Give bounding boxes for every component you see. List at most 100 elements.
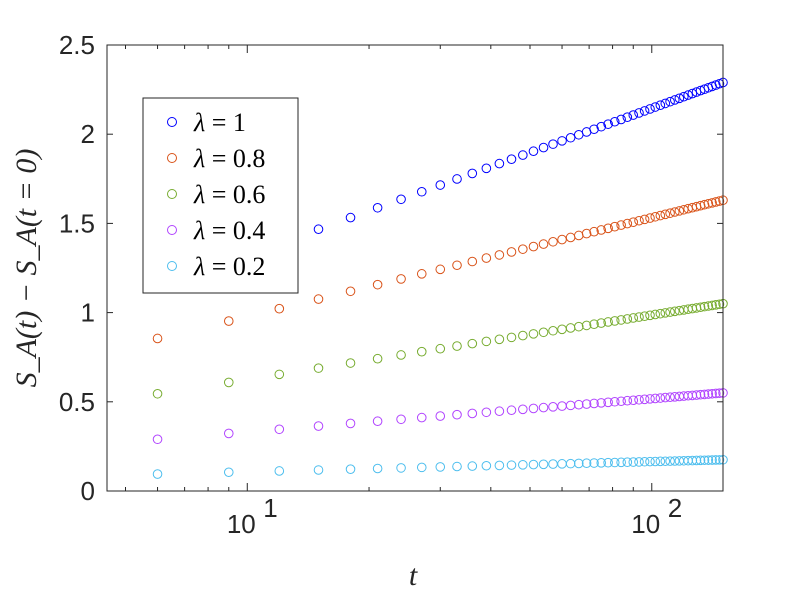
data-point xyxy=(665,307,675,317)
data-point xyxy=(650,309,661,320)
data-point xyxy=(655,100,666,110)
data-point xyxy=(707,300,717,311)
data-point xyxy=(609,457,620,468)
data-point xyxy=(452,461,462,472)
x-tick-label: 10 xyxy=(631,509,660,539)
data-point xyxy=(528,329,539,339)
data-point xyxy=(274,424,285,435)
data-point xyxy=(589,398,599,409)
data-point xyxy=(152,388,163,399)
data-point xyxy=(674,93,685,104)
data-point xyxy=(152,434,163,445)
data-point xyxy=(634,215,644,226)
y-axis: 0 0.5 1 1.5 2 2.5 xyxy=(59,30,723,506)
data-point xyxy=(557,136,567,146)
data-point xyxy=(372,416,383,427)
data-point xyxy=(538,142,549,153)
data-point xyxy=(714,455,725,465)
data-point xyxy=(639,214,650,225)
data-point xyxy=(274,369,285,380)
legend-box xyxy=(142,97,299,294)
legend-marker xyxy=(167,261,177,271)
data-point xyxy=(481,163,492,174)
data-point xyxy=(596,318,607,328)
data-point xyxy=(683,90,693,100)
legend-marker xyxy=(167,189,177,199)
data-point xyxy=(345,418,356,429)
data-point xyxy=(274,303,285,314)
y-tick-label: 1 xyxy=(81,298,95,328)
data-point xyxy=(345,212,356,223)
series-3 xyxy=(152,388,728,445)
data-point xyxy=(699,455,710,466)
data-point xyxy=(396,414,406,425)
data-point xyxy=(372,463,383,474)
data-point xyxy=(660,209,671,220)
data-point xyxy=(603,119,613,129)
data-point xyxy=(703,455,714,465)
data-point xyxy=(622,395,633,406)
data-point xyxy=(528,146,539,157)
data-point xyxy=(691,455,702,466)
data-point xyxy=(628,217,639,227)
data-point xyxy=(609,396,620,407)
data-point xyxy=(650,211,661,222)
data-point xyxy=(518,244,528,254)
data-point xyxy=(596,121,607,132)
data-point xyxy=(435,264,446,275)
data-point xyxy=(313,465,324,475)
data-point xyxy=(313,294,324,304)
data-point xyxy=(699,199,710,210)
data-point xyxy=(639,106,650,116)
data-point xyxy=(481,460,492,471)
data-point xyxy=(655,210,666,221)
data-point xyxy=(548,236,558,247)
data-point xyxy=(538,327,549,338)
data-point xyxy=(665,96,675,107)
data-point xyxy=(714,299,725,310)
data-point xyxy=(634,457,644,467)
data-point xyxy=(581,458,592,469)
data-point xyxy=(152,333,163,344)
data-point xyxy=(622,314,633,324)
data-point xyxy=(639,394,650,405)
y-tick-label: 2 xyxy=(81,119,95,149)
legend-items: λ = 1 λ = 0.8 λ = 0.6 λ = 0.4 λ = 0.2 xyxy=(167,108,265,281)
data-point xyxy=(622,218,633,229)
legend-label: λ = 1 xyxy=(193,108,246,137)
x-tick-label: 10 xyxy=(227,509,256,539)
data-point xyxy=(711,300,721,310)
data-point xyxy=(581,228,592,239)
data-point xyxy=(645,456,655,467)
series-1 xyxy=(152,195,728,344)
data-point xyxy=(616,220,626,230)
y-tick-label: 2.5 xyxy=(59,30,95,60)
data-point xyxy=(313,421,324,431)
data-point xyxy=(589,124,599,135)
data-point xyxy=(665,456,675,466)
data-point xyxy=(703,301,714,311)
legend-marker xyxy=(167,225,177,235)
data-point xyxy=(660,456,671,467)
data-point xyxy=(665,392,675,403)
data-point xyxy=(494,406,505,417)
data-point xyxy=(573,321,584,332)
data-point xyxy=(714,388,725,398)
data-point xyxy=(639,311,650,321)
data-point xyxy=(467,338,478,349)
data-point xyxy=(616,315,626,325)
plot-frame xyxy=(106,44,724,492)
data-point xyxy=(223,316,234,326)
data-point xyxy=(396,274,406,284)
data-point xyxy=(616,114,626,125)
data-point xyxy=(452,341,462,351)
data-point xyxy=(581,399,592,409)
data-marks xyxy=(152,77,728,479)
data-point xyxy=(506,247,517,257)
data-point xyxy=(467,408,478,419)
data-point xyxy=(396,463,406,473)
data-point xyxy=(596,225,607,235)
legend-label: λ = 0.4 xyxy=(193,216,265,245)
data-point xyxy=(345,358,356,368)
